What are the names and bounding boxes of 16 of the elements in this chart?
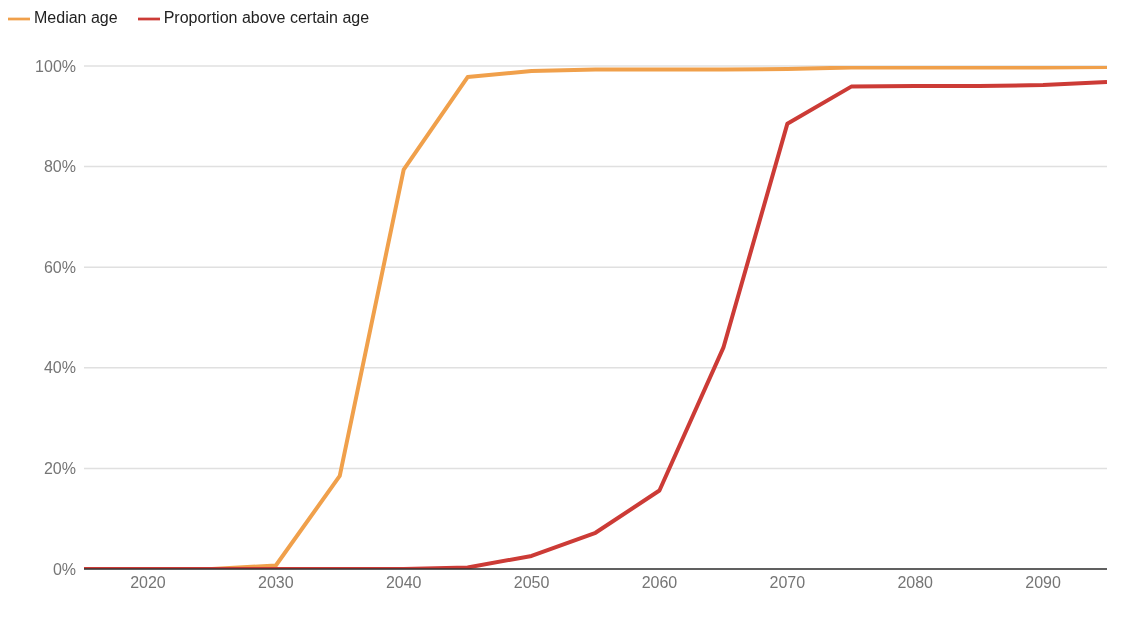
x-tick-label: 2050 — [513, 574, 550, 592]
y-tick-label: 20% — [43, 460, 76, 478]
legend-label: Median age — [34, 9, 118, 27]
x-tick-label: 2040 — [385, 574, 422, 592]
x-tick-label: 2020 — [130, 574, 166, 592]
y-tick-label: 40% — [43, 359, 76, 377]
x-tick-label: 2070 — [769, 574, 806, 592]
y-tick-label: 0% — [52, 560, 76, 578]
x-tick-label: 2060 — [641, 574, 678, 592]
y-tick-label: 80% — [43, 158, 76, 176]
y-tick-label: 100% — [35, 57, 76, 75]
x-tick-label: 2030 — [258, 574, 294, 592]
x-tick-label: 2080 — [897, 574, 934, 592]
y-tick-label: 60% — [43, 258, 76, 276]
x-tick-label: 2090 — [1025, 574, 1061, 592]
legend-label: Proportion above certain age — [163, 9, 370, 27]
